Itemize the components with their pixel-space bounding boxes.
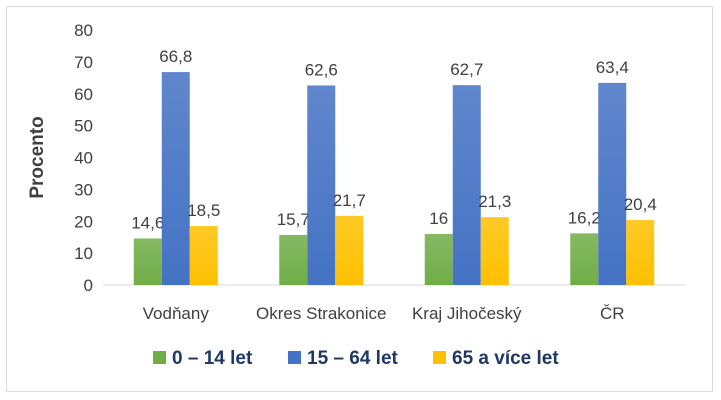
x-category-label: Okres Strakonice — [256, 304, 386, 323]
legend-swatch — [288, 351, 301, 364]
legend-label: 0 – 14 let — [172, 348, 253, 369]
data-label: 62,7 — [450, 60, 483, 79]
x-category-label: Vodňany — [143, 304, 210, 323]
data-label: 63,4 — [596, 58, 629, 77]
legend-swatch — [433, 351, 446, 364]
y-tick-label: 30 — [74, 180, 93, 199]
y-tick-label: 80 — [74, 21, 93, 40]
bar — [452, 85, 481, 285]
data-label: 18,5 — [187, 201, 220, 220]
data-label: 16,2 — [568, 208, 601, 227]
y-tick-label: 70 — [74, 53, 93, 72]
bar — [161, 72, 190, 285]
y-tick-label: 10 — [74, 244, 93, 263]
y-tick-label: 40 — [74, 149, 93, 168]
data-label: 21,7 — [333, 191, 366, 210]
bar — [598, 82, 627, 285]
bar — [133, 238, 162, 285]
y-tick-label: 0 — [84, 276, 93, 295]
legend-label: 65 a více let — [452, 348, 559, 369]
bar — [480, 217, 509, 285]
y-tick-label: 50 — [74, 117, 93, 136]
data-label: 14,6 — [131, 213, 164, 232]
chart-frame — [6, 6, 713, 392]
y-tick-label: 60 — [74, 85, 93, 104]
data-label: 66,8 — [159, 47, 192, 66]
legend-label: 15 – 64 let — [307, 348, 399, 369]
bar — [307, 85, 336, 286]
data-label: 20,4 — [624, 195, 657, 214]
legend-swatch — [153, 351, 166, 364]
bar — [279, 234, 308, 285]
data-label: 21,3 — [478, 192, 511, 211]
bar — [570, 233, 599, 285]
bar — [189, 226, 218, 285]
y-tick-label: 20 — [74, 212, 93, 231]
data-label: 15,7 — [277, 210, 310, 229]
bar — [424, 234, 453, 285]
data-label: 62,6 — [305, 60, 338, 79]
y-axis-title: Procento — [27, 116, 48, 198]
bar — [335, 215, 364, 285]
x-category-label: Kraj Jihočeský — [412, 304, 522, 323]
bar — [626, 219, 655, 285]
data-label: 16 — [429, 209, 448, 228]
x-category-label: ČR — [600, 304, 625, 323]
